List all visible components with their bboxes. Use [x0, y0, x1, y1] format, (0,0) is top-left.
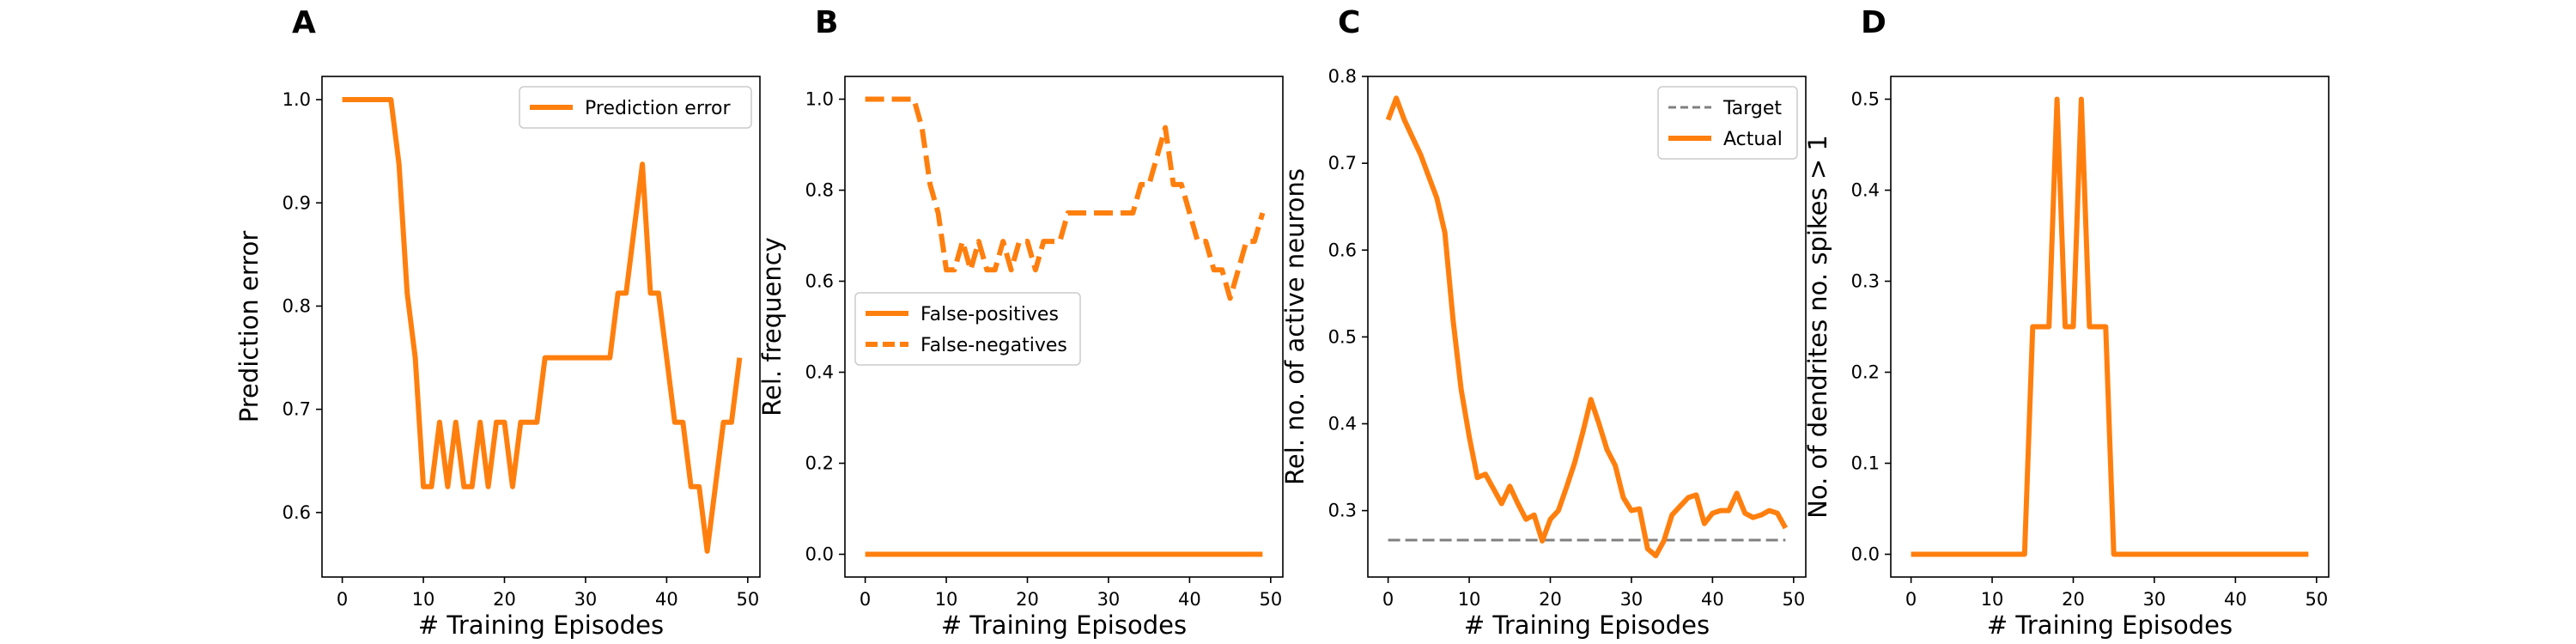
y-tick-label: 0.0	[805, 544, 834, 565]
axes-frame	[321, 76, 761, 578]
x-tick-label: 50	[1782, 589, 1805, 610]
y-axis-label: Rel. no. of active neurons	[1280, 168, 1309, 485]
x-tick-label: 40	[1701, 589, 1724, 610]
panel-c: C 0 10 20 30 40 50 0.3 0.4 0.5 0.6 0.7 0.8 # Training…	[1280, 5, 1807, 640]
x-tick-label: 50	[736, 589, 759, 610]
legend: Prediction error	[519, 86, 752, 129]
y-tick-label: 0.8	[805, 180, 834, 201]
legend: Target Actual	[1657, 86, 1798, 160]
y-tick-label: 0.2	[1851, 362, 1880, 383]
y-tick-label: 0.7	[283, 399, 311, 420]
x-tick-label: 20	[1016, 589, 1039, 610]
y-axis-label: Prediction error	[234, 231, 264, 423]
axes-frame	[1367, 76, 1807, 578]
x-tick-label: 10	[935, 589, 958, 610]
y-tick-label: 0.6	[805, 271, 834, 292]
legend-box	[854, 292, 1081, 366]
legend-label: Actual	[1723, 129, 1783, 150]
y-tick-label: 0.5	[1851, 89, 1880, 110]
x-axis-label: # Training Episodes	[1987, 611, 2233, 640]
y-tick-label: 0.6	[1328, 240, 1357, 260]
x-tick-label: 0	[1905, 589, 1917, 610]
panel-d: D 0 10 20 30 40 50 0.0 0.1 0.2 0.3 0.4 0.5 # Training…	[1803, 5, 2330, 640]
x-axis-label: # Training Episodes	[418, 611, 664, 640]
y-tick-label: 1.0	[805, 89, 834, 110]
x-tick-label: 30	[1620, 589, 1643, 610]
panel-b: B 0 10 20 30 40 50 0.0 0.2 0.4 0.6 0.8 1.0 # Training…	[757, 5, 1284, 640]
panel-label: D	[1861, 5, 1886, 40]
panel-label: C	[1338, 5, 1360, 40]
y-tick-label: 0.2	[805, 453, 834, 474]
legend-box	[519, 86, 752, 129]
panel-label: B	[815, 5, 838, 40]
x-tick-label: 0	[860, 589, 871, 610]
series-group	[342, 97, 743, 554]
x-tick-label: 50	[1259, 589, 1282, 610]
x-tick-label: 30	[574, 589, 598, 610]
y-tick-label: 0.8	[1328, 66, 1357, 87]
series-group	[1911, 96, 2309, 557]
x-tick-label: 10	[412, 589, 435, 610]
panel-label: A	[292, 5, 316, 40]
y-tick-label: 0.4	[1328, 414, 1357, 434]
y-tick-label: 0.4	[1851, 180, 1880, 201]
x-tick-label: 20	[493, 589, 516, 610]
x-tick-label: 30	[2143, 589, 2166, 610]
y-tick-label: 0.5	[1328, 326, 1357, 347]
y-tick-label: 0.1	[1851, 453, 1880, 474]
y-tick-label: 0.3	[1851, 271, 1880, 292]
axes-frame	[844, 76, 1284, 578]
x-axis-label: # Training Episodes	[941, 611, 1187, 640]
y-tick-label: 0.9	[283, 192, 311, 213]
x-tick-label: 40	[655, 589, 678, 610]
series-group	[865, 96, 1266, 557]
x-tick-label: 0	[337, 589, 348, 610]
y-tick-label: 0.7	[1328, 153, 1357, 173]
x-tick-label: 10	[1981, 589, 2004, 610]
x-tick-label: 20	[1539, 589, 1562, 610]
series-line-prediction-error	[342, 97, 743, 554]
x-tick-label: 0	[1382, 589, 1394, 610]
y-tick-label: 0.8	[283, 295, 311, 316]
series-group	[1385, 95, 1789, 559]
x-tick-label: 40	[1178, 589, 1201, 610]
y-tick-label: 0.4	[805, 362, 834, 383]
series-line-actual	[1385, 95, 1789, 559]
x-tick-label: 50	[2305, 589, 2328, 610]
x-tick-label: 30	[1097, 589, 1121, 610]
x-tick-label: 10	[1458, 589, 1481, 610]
legend-label: False-negatives	[920, 335, 1067, 356]
x-tick-label: 20	[2062, 589, 2085, 610]
y-axis-label: No. of dendrites no. spikes > 1	[1803, 135, 1832, 519]
y-tick-label: 0.6	[283, 502, 311, 523]
y-tick-label: 0.3	[1328, 501, 1357, 521]
y-tick-label: 0.0	[1851, 544, 1880, 565]
axes-frame	[1890, 76, 2330, 578]
y-tick-label: 1.0	[283, 89, 311, 110]
legend-label: False-positives	[920, 304, 1059, 325]
y-axis-label: Rel. frequency	[757, 237, 787, 416]
x-axis-label: # Training Episodes	[1464, 611, 1710, 640]
series-line-data	[1911, 96, 2309, 557]
x-tick-label: 40	[2224, 589, 2247, 610]
panel-a: A 0 10 20 30 40 50 0.6 0.7 0.8 0.9 1.0 # Training Ep…	[234, 5, 761, 640]
legend: False-positives False-negatives	[854, 292, 1081, 366]
series-line-false-negatives	[865, 96, 1266, 301]
legend-label: Prediction error	[585, 98, 731, 119]
legend-label: Target	[1722, 98, 1782, 119]
